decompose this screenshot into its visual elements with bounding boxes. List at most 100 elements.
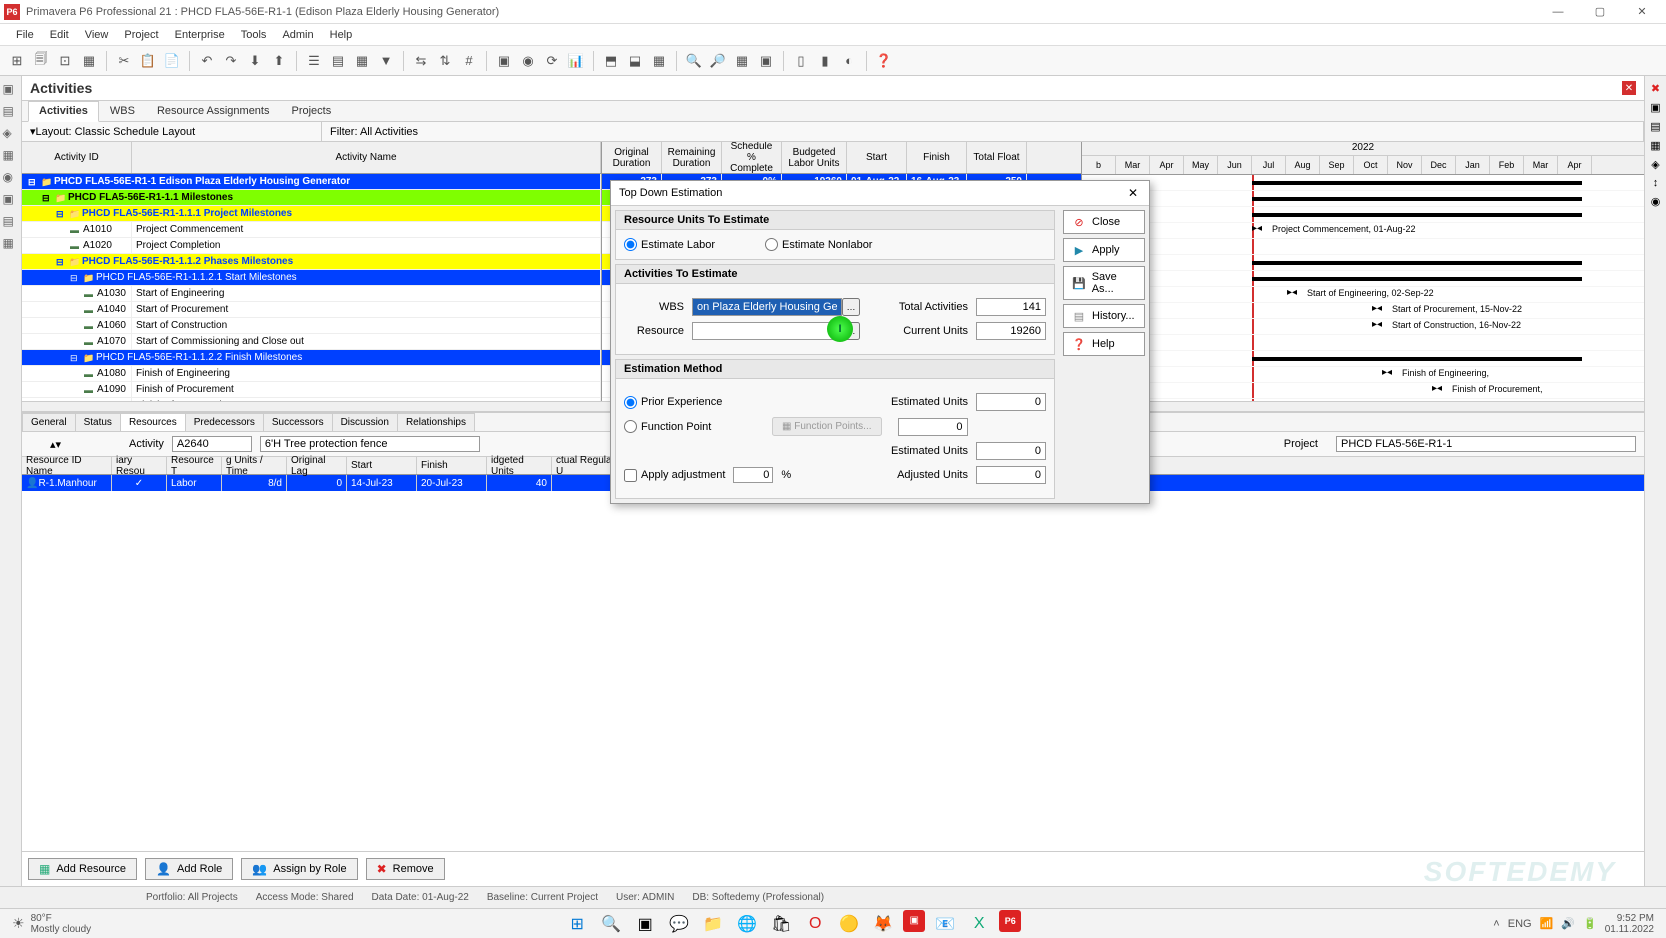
chat-icon[interactable]: 💬 (665, 910, 693, 938)
grid-row[interactable]: ▬ A1010Project Commencement (22, 222, 601, 238)
side-icon[interactable]: ◉ (1651, 195, 1661, 208)
opera-icon[interactable]: O (801, 910, 829, 938)
excel-icon[interactable]: X (965, 910, 993, 938)
start-button[interactable]: ⊞ (563, 910, 591, 938)
tool-btn[interactable]: ⇆ (410, 50, 432, 72)
tool-btn[interactable]: ✂ (113, 50, 135, 72)
detail-tab-resources[interactable]: Resources (120, 413, 186, 431)
radio-prior-experience[interactable]: Prior Experience (624, 396, 764, 409)
radio-function-point[interactable]: Function Point (624, 420, 764, 433)
grid-row[interactable]: ⊟📁 PHCD FLA5-56E-R1-1.1 Milestones (22, 190, 601, 206)
dialog-help-btn[interactable]: ❓Help (1063, 332, 1145, 356)
add-role-button[interactable]: 👤Add Role (145, 858, 233, 880)
col-original-duration[interactable]: Original Duration (602, 142, 662, 173)
dialog-close-button[interactable]: ✕ (1125, 185, 1141, 201)
menu-tools[interactable]: Tools (233, 27, 275, 43)
grid-row[interactable]: ⊟📁 PHCD FLA5-56E-R1-1.1.2.1 Start Milest… (22, 270, 601, 286)
store-icon[interactable]: 🛍 (767, 910, 795, 938)
detail-tab-predecessors[interactable]: Predecessors (185, 413, 264, 431)
tray-volume-icon[interactable]: 🔊 (1561, 917, 1575, 930)
tool-btn[interactable]: 📄 (161, 50, 183, 72)
tool-btn[interactable]: ▣ (493, 50, 515, 72)
tray-wifi-icon[interactable]: 📶 (1540, 917, 1554, 930)
grid-row[interactable]: ⊟📁 PHCD FLA5-56E-R1-1 Edison Plaza Elder… (22, 174, 601, 190)
side-icon[interactable]: ▣ (1650, 101, 1660, 114)
dialog-saveas-btn[interactable]: 💾Save As... (1063, 266, 1145, 300)
side-icon[interactable]: ▣ (3, 82, 19, 98)
tool-btn[interactable]: # (458, 50, 480, 72)
res-col[interactable]: Start (347, 457, 417, 474)
menu-edit[interactable]: Edit (42, 27, 77, 43)
col-activity-name[interactable]: Activity Name (132, 142, 601, 173)
res-col[interactable]: g Units / Time (222, 457, 287, 474)
res-col[interactable]: iary Resou (112, 457, 167, 474)
resource-input[interactable] (692, 322, 842, 340)
grid-row[interactable]: ▬ A1060Start of Construction (22, 318, 601, 334)
menu-enterprise[interactable]: Enterprise (167, 27, 233, 43)
tool-btn[interactable]: ⬒ (600, 50, 622, 72)
menu-file[interactable]: File (8, 27, 42, 43)
tool-btn[interactable]: ▼ (375, 50, 397, 72)
side-icon[interactable]: ◉ (3, 170, 19, 186)
tray-chevron-icon[interactable]: ˄ (1493, 918, 1499, 930)
detail-tab-status[interactable]: Status (75, 413, 121, 431)
side-icon[interactable]: ◈ (1651, 158, 1659, 171)
col-remaining-duration[interactable]: Remaining Duration (662, 142, 722, 173)
side-icon[interactable]: ▤ (3, 104, 19, 120)
tab-wbs[interactable]: WBS (99, 101, 146, 121)
tool-btn[interactable]: ⊡ (54, 50, 76, 72)
assign-by-role-button[interactable]: 👥Assign by Role (241, 858, 357, 880)
tool-btn[interactable]: 🔎 (707, 50, 729, 72)
grid-row[interactable]: ⊟📁 PHCD FLA5-56E-R1-1.1.2.2 Finish Miles… (22, 350, 601, 366)
tool-btn[interactable]: ⇅ (434, 50, 456, 72)
side-icon[interactable]: ▦ (1650, 139, 1660, 152)
tab-projects[interactable]: Projects (280, 101, 342, 121)
side-icon[interactable]: ▦ (3, 236, 19, 252)
edge-icon[interactable]: 🌐 (733, 910, 761, 938)
adjustment-pct-input[interactable] (733, 467, 773, 483)
dialog-close-btn[interactable]: ⊘Close (1063, 210, 1145, 234)
side-icon[interactable]: ↕ (1653, 177, 1659, 189)
tool-btn[interactable]: 🔍 (683, 50, 705, 72)
minimize-button[interactable]: — (1538, 2, 1578, 22)
side-icon[interactable]: ✖ (1651, 82, 1660, 95)
dialog-apply-btn[interactable]: ▶Apply (1063, 238, 1145, 262)
res-col[interactable]: Resource T (167, 457, 222, 474)
tool-btn[interactable]: ▮ (814, 50, 836, 72)
tool-btn[interactable]: ▦ (351, 50, 373, 72)
tool-btn[interactable]: ▦ (648, 50, 670, 72)
tool-btn[interactable]: ☰ (303, 50, 325, 72)
menu-help[interactable]: Help (322, 27, 361, 43)
detail-tab-general[interactable]: General (22, 413, 76, 431)
wbs-input[interactable] (692, 298, 842, 316)
side-icon[interactable]: ▦ (3, 148, 19, 164)
res-col[interactable]: Finish (417, 457, 487, 474)
tool-btn[interactable]: ▦ (78, 50, 100, 72)
tool-btn[interactable]: ⊞ (6, 50, 28, 72)
search-icon[interactable]: 🔍 (597, 910, 625, 938)
detail-tab-discussion[interactable]: Discussion (332, 413, 398, 431)
tab-activities[interactable]: Activities (28, 101, 99, 122)
wbs-browse-button[interactable]: … (842, 298, 860, 316)
apply-adjustment-checkbox[interactable]: Apply adjustment (624, 469, 725, 482)
tab-resource-assignments[interactable]: Resource Assignments (146, 101, 281, 121)
radio-estimate-nonlabor[interactable]: Estimate Nonlabor (765, 238, 873, 251)
side-icon[interactable]: ◈ (3, 126, 19, 142)
tool-btn[interactable]: ▯ (790, 50, 812, 72)
tool-btn[interactable]: 🗐 (30, 50, 52, 72)
grid-row[interactable]: ▬ A1110Finish of Construction (22, 398, 601, 401)
col-schedule-pct[interactable]: Schedule % Complete (722, 142, 782, 173)
grid-row[interactable]: ▬ A1090Finish of Procurement (22, 382, 601, 398)
col-finish[interactable]: Finish (907, 142, 967, 173)
p6-icon[interactable]: P6 (999, 910, 1021, 932)
grid-row[interactable]: ▬ A1030Start of Engineering (22, 286, 601, 302)
chrome-icon[interactable]: 🟡 (835, 910, 863, 938)
side-icon[interactable]: ▣ (3, 192, 19, 208)
detail-tab-successors[interactable]: Successors (263, 413, 333, 431)
tool-btn[interactable]: ⬇ (244, 50, 266, 72)
firefox-icon[interactable]: 🦊 (869, 910, 897, 938)
tool-btn[interactable]: ⬆ (268, 50, 290, 72)
dialog-history-btn[interactable]: ▤History... (1063, 304, 1145, 328)
help-icon[interactable]: ❓ (873, 50, 895, 72)
layout-label[interactable]: ▾ Layout: Classic Schedule Layout (22, 122, 322, 141)
